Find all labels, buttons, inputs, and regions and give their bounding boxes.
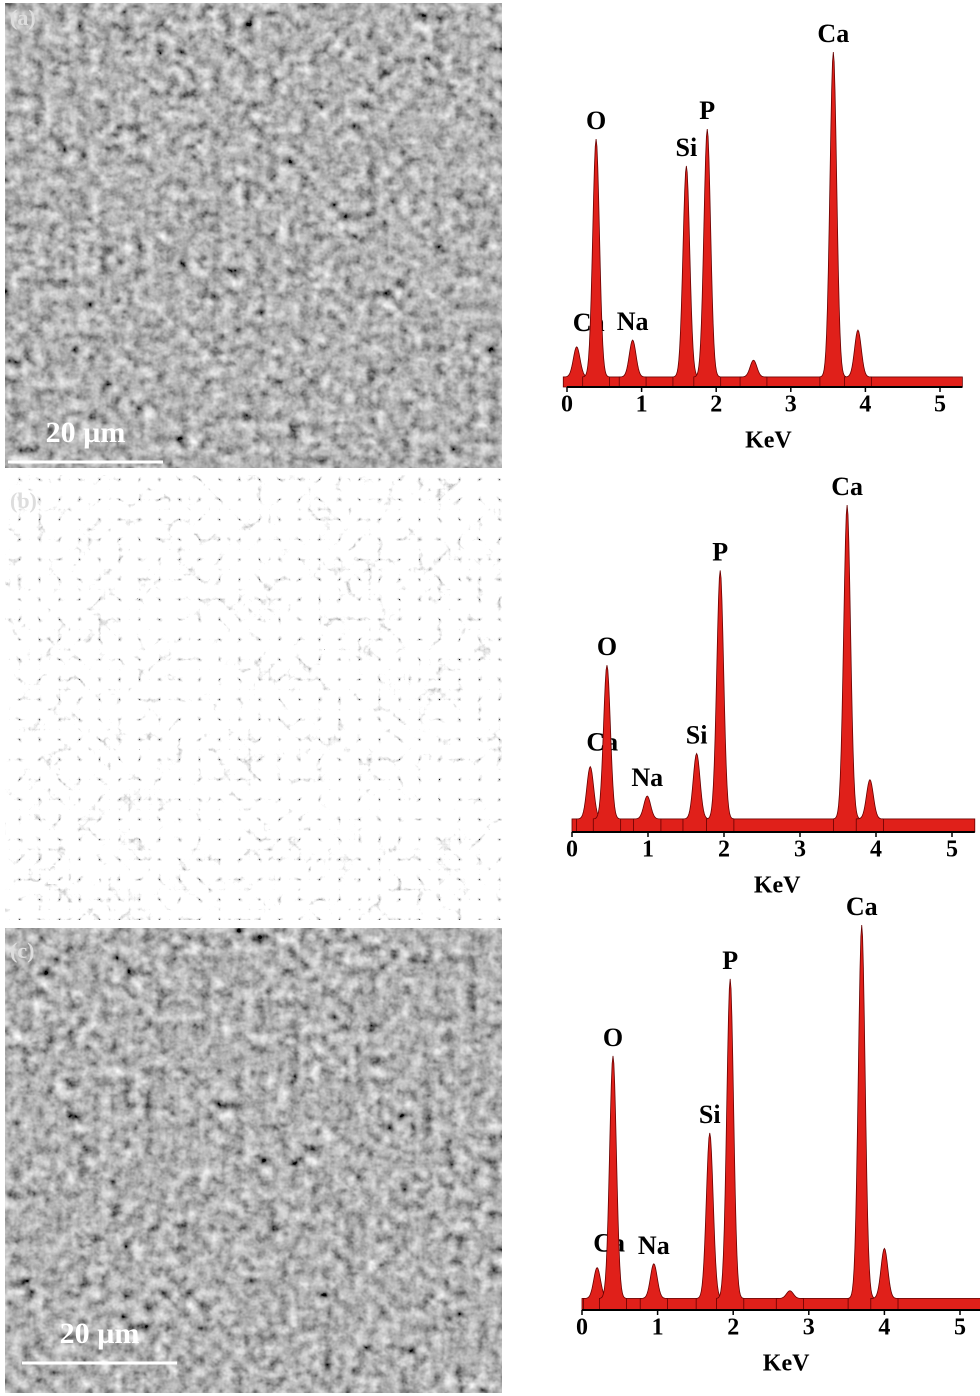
peak	[716, 978, 745, 1311]
x-tick-label: 2	[727, 1315, 739, 1341]
x-axis-label: KeV	[745, 428, 792, 454]
x-tick-label: 1	[642, 837, 654, 863]
peak-label: P	[712, 537, 728, 566]
peak	[618, 339, 647, 388]
peak-label: Na	[617, 307, 649, 336]
peak-label: Ca	[817, 19, 849, 48]
x-tick-label: 4	[859, 392, 871, 418]
x-tick-label: 5	[954, 1315, 966, 1341]
x-tick-label: 0	[561, 392, 573, 418]
peak	[582, 139, 610, 388]
x-axis-label: KeV	[763, 1351, 810, 1377]
x-axis-label: KeV	[754, 873, 801, 899]
peak-label: P	[699, 96, 715, 125]
peak	[592, 665, 622, 833]
peak	[639, 1263, 668, 1311]
peak-label: Na	[638, 1231, 670, 1260]
panel-label: (a)	[10, 5, 36, 30]
peak	[775, 1290, 804, 1311]
scale-bar-label: 20 µm	[46, 416, 126, 449]
x-tick-label: 1	[636, 392, 648, 418]
peak	[706, 570, 735, 833]
panel-label: (c)	[10, 938, 34, 963]
peak-label: Na	[631, 763, 663, 792]
peak	[633, 795, 662, 833]
x-tick-label: 3	[803, 1315, 815, 1341]
peak-label: O	[597, 632, 617, 661]
peak	[833, 504, 862, 833]
peak-label: O	[603, 1023, 623, 1052]
panel-label: (b)	[10, 488, 37, 513]
peak	[847, 924, 876, 1311]
scale-bar-label: 20 µm	[47, 858, 127, 891]
x-tick-label: 3	[785, 392, 797, 418]
peak-label: Si	[699, 1100, 721, 1129]
x-tick-label: 2	[718, 837, 730, 863]
peak-label: Si	[676, 133, 698, 162]
sem-image	[5, 928, 502, 1393]
peak	[739, 359, 768, 388]
x-tick-label: 4	[878, 1315, 890, 1341]
peak-label: P	[722, 946, 738, 975]
sem-image	[5, 475, 502, 920]
peak	[855, 778, 884, 833]
x-tick-label: 1	[652, 1315, 664, 1341]
peak-label: Ca	[831, 472, 863, 501]
peak	[682, 752, 711, 833]
x-tick-label: 2	[710, 392, 722, 418]
peak-label: O	[586, 106, 606, 135]
peak-label: Si	[686, 720, 708, 749]
peak	[598, 1055, 628, 1311]
peak	[870, 1247, 899, 1311]
peak-label: Ca	[846, 892, 878, 921]
peak	[819, 51, 848, 388]
peak	[844, 329, 872, 388]
x-tick-label: 0	[576, 1315, 588, 1341]
x-tick-label: 0	[566, 837, 578, 863]
peak	[672, 165, 701, 388]
sem-image	[5, 3, 502, 468]
peak	[695, 1132, 724, 1311]
x-tick-label: 3	[794, 837, 806, 863]
background-level	[571, 818, 976, 833]
x-tick-label: 5	[934, 392, 946, 418]
scale-bar-label: 20 µm	[60, 1317, 140, 1350]
x-tick-label: 4	[870, 837, 882, 863]
x-tick-label: 5	[946, 837, 958, 863]
peak	[693, 129, 722, 388]
